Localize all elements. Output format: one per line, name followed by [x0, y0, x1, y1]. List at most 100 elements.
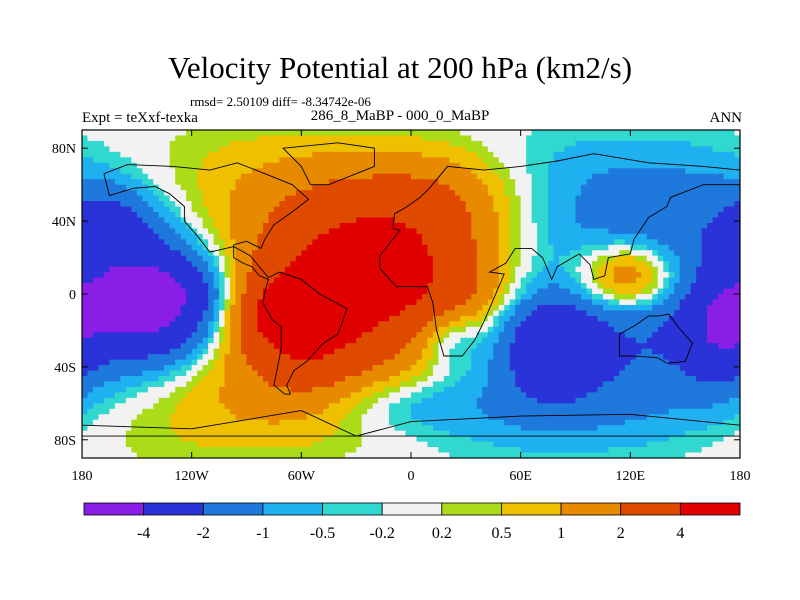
- field-cell: [723, 135, 730, 142]
- field-cell: [690, 217, 697, 224]
- field-cell: [515, 326, 522, 333]
- field-cell: [361, 299, 368, 306]
- field-cell: [526, 343, 533, 350]
- field-cell: [109, 184, 116, 191]
- field-cell: [356, 151, 363, 158]
- field-cell: [273, 283, 280, 290]
- field-cell: [526, 217, 533, 224]
- field-cell: [405, 283, 412, 290]
- field-cell: [635, 294, 642, 301]
- field-cell: [378, 321, 385, 328]
- field-cell: [92, 304, 100, 311]
- field-cell: [394, 157, 401, 164]
- field-cell: [542, 326, 549, 333]
- field-cell: [668, 288, 675, 295]
- field-cell: [400, 321, 407, 328]
- field-cell: [290, 190, 297, 197]
- field-cell: [279, 250, 286, 257]
- field-cell: [602, 326, 609, 333]
- field-cell: [641, 162, 648, 169]
- field-cell: [443, 348, 450, 355]
- field-cell: [421, 217, 429, 224]
- field-cell: [378, 206, 385, 213]
- field-cell: [460, 217, 467, 224]
- field-cell: [509, 239, 516, 246]
- field-cell: [476, 261, 483, 268]
- field-cell: [136, 283, 143, 290]
- field-cell: [328, 255, 335, 262]
- field-cell: [317, 244, 324, 251]
- field-cell: [482, 337, 489, 344]
- field-cell: [548, 222, 555, 229]
- field-cell: [537, 184, 544, 191]
- field-cell: [487, 228, 494, 235]
- field-cell: [443, 239, 450, 246]
- field-cell: [241, 321, 248, 328]
- field-cell: [262, 332, 270, 339]
- field-cell: [339, 244, 346, 251]
- field-cell: [175, 332, 182, 339]
- field-cell: [674, 151, 681, 158]
- field-cell: [339, 233, 346, 240]
- field-cell: [279, 233, 286, 240]
- field-cell: [328, 179, 335, 186]
- field-cell: [87, 222, 94, 229]
- field-cell: [613, 190, 620, 197]
- field-cell: [136, 277, 143, 284]
- field-cell: [268, 130, 275, 137]
- field-cell: [438, 288, 445, 295]
- field-cell: [586, 217, 593, 224]
- field-cell: [389, 195, 396, 202]
- field-cell: [515, 250, 522, 257]
- field-cell: [729, 266, 736, 273]
- field-cell: [208, 294, 215, 301]
- field-cell: [153, 168, 160, 175]
- field-cell: [180, 255, 187, 262]
- field-cell: [257, 310, 264, 317]
- field-cell: [197, 135, 204, 142]
- field-cell: [147, 233, 154, 240]
- field-cell: [317, 140, 324, 147]
- field-cell: [515, 294, 522, 301]
- field-cell: [317, 157, 324, 164]
- field-cell: [169, 299, 176, 306]
- field-cell: [103, 261, 111, 268]
- field-cell: [712, 326, 719, 333]
- field-cell: [230, 283, 237, 290]
- field-cell: [542, 250, 549, 257]
- field-cell: [602, 217, 609, 224]
- field-cell: [306, 299, 313, 306]
- field-cell: [432, 179, 440, 186]
- field-cell: [191, 140, 198, 147]
- field-cell: [175, 283, 182, 290]
- field-cell: [701, 201, 708, 208]
- field-cell: [471, 299, 478, 306]
- field-cell: [734, 299, 740, 306]
- field-cell: [273, 239, 280, 246]
- field-cell: [542, 277, 549, 284]
- field-cell: [142, 162, 149, 169]
- field-cell: [421, 315, 429, 322]
- field-cell: [690, 294, 697, 301]
- field-cell: [509, 332, 516, 339]
- field-cell: [136, 130, 143, 137]
- field-cell: [520, 244, 527, 251]
- field-cell: [602, 212, 609, 219]
- field-cell: [509, 244, 516, 251]
- field-cell: [125, 310, 132, 317]
- field-cell: [411, 255, 418, 262]
- field-cell: [712, 332, 719, 339]
- field-cell: [553, 261, 560, 268]
- field-cell: [674, 255, 681, 262]
- field-cell: [92, 179, 100, 186]
- field-cell: [476, 212, 483, 219]
- field-cell: [635, 233, 642, 240]
- field-cell: [328, 206, 335, 213]
- field-cell: [82, 299, 89, 306]
- field-cell: [164, 348, 171, 355]
- field-cell: [427, 233, 434, 240]
- field-cell: [136, 201, 143, 208]
- field-cell: [213, 261, 220, 268]
- field-cell: [339, 217, 346, 224]
- field-cell: [465, 250, 472, 257]
